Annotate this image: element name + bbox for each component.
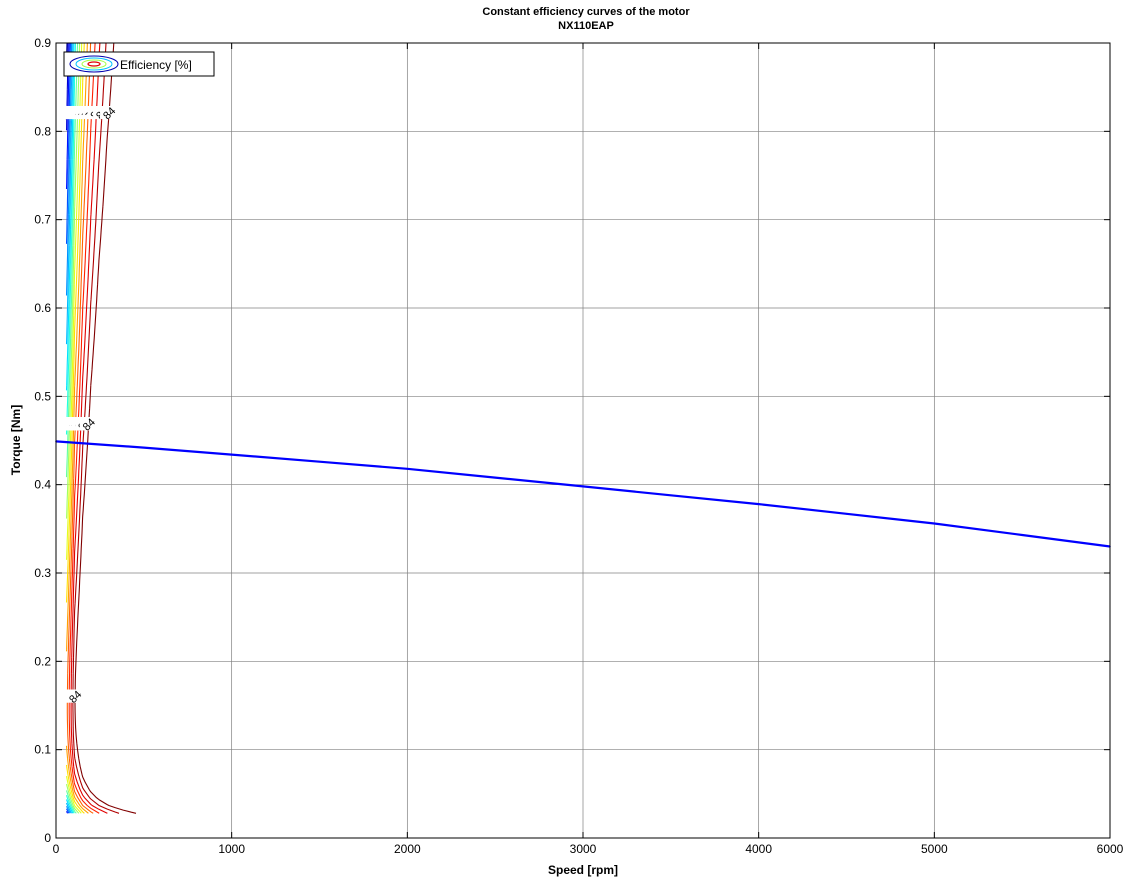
y-tick-label: 0.5 bbox=[34, 389, 51, 403]
limit-curve-point bbox=[230, 453, 233, 456]
y-tick-label: 0.3 bbox=[34, 566, 51, 580]
legend-entry-efficiency: Efficiency [%] bbox=[120, 58, 192, 72]
contour-line-68 bbox=[65, 42, 81, 814]
limit-curve-point bbox=[143, 446, 145, 449]
contour-line-78 bbox=[68, 42, 100, 814]
limit-curve-point bbox=[1021, 534, 1023, 536]
x-tick-label: 3000 bbox=[570, 842, 597, 856]
contour-line-84 bbox=[74, 42, 137, 814]
contour-line-62 bbox=[65, 42, 75, 814]
limit-curve-point bbox=[494, 476, 496, 479]
x-tick-label: 0 bbox=[53, 842, 60, 856]
x-tick-label: 6000 bbox=[1097, 842, 1124, 856]
chart-subtitle: NX110EAP bbox=[558, 20, 614, 32]
y-tick-label: 0.8 bbox=[34, 124, 51, 138]
contour-labels: 5254565860626464666668687070727274747676… bbox=[57, 105, 118, 706]
y-tick-label: 0.6 bbox=[34, 301, 51, 315]
limit-curve-point bbox=[933, 522, 936, 525]
x-tick-label: 1000 bbox=[218, 842, 245, 856]
contour-line-82 bbox=[72, 42, 120, 814]
y-tick-label: 0.4 bbox=[34, 478, 51, 492]
limit-curve-point bbox=[670, 494, 672, 497]
contour-line-66 bbox=[65, 42, 79, 814]
contour-label-84: 84 bbox=[66, 689, 84, 706]
x-axis-label: Speed [rpm] bbox=[548, 863, 618, 877]
y-tick-label: 0.2 bbox=[34, 654, 51, 668]
limit-curve-point bbox=[406, 467, 409, 470]
y-axis-label: Torque [Nm] bbox=[9, 405, 23, 475]
chart-title: Constant efficiency curves of the motor bbox=[482, 6, 690, 18]
y-tick-label: 0.9 bbox=[34, 36, 51, 50]
limit-curve-point bbox=[582, 485, 584, 488]
y-tick-label: 0.1 bbox=[34, 743, 51, 757]
grid bbox=[56, 43, 1110, 838]
limit-curve-point bbox=[845, 513, 848, 515]
y-tick-label: 0.7 bbox=[34, 213, 51, 227]
x-tick-label: 5000 bbox=[921, 842, 948, 856]
contour-line-64 bbox=[65, 42, 77, 814]
contour-label-84: 84 bbox=[100, 105, 118, 122]
limit-curve-point bbox=[757, 503, 760, 505]
y-tick-label: 0 bbox=[44, 831, 51, 845]
contour-lines bbox=[65, 42, 137, 814]
axis-ticks: 0 1000 2000 3000 4000 5000 6000 0 0.1 0.2 0.3 0.4 0.… bbox=[34, 36, 1123, 856]
limit-curve-point bbox=[318, 460, 321, 463]
contour-line-76 bbox=[66, 42, 94, 814]
contour-line-80 bbox=[70, 42, 108, 814]
x-tick-label: 4000 bbox=[745, 842, 772, 856]
legend-contour-icon bbox=[69, 55, 119, 73]
x-tick-label: 2000 bbox=[394, 842, 421, 856]
legend: Efficiency [%] bbox=[63, 51, 215, 77]
contour-label-84: 84 bbox=[79, 416, 98, 434]
